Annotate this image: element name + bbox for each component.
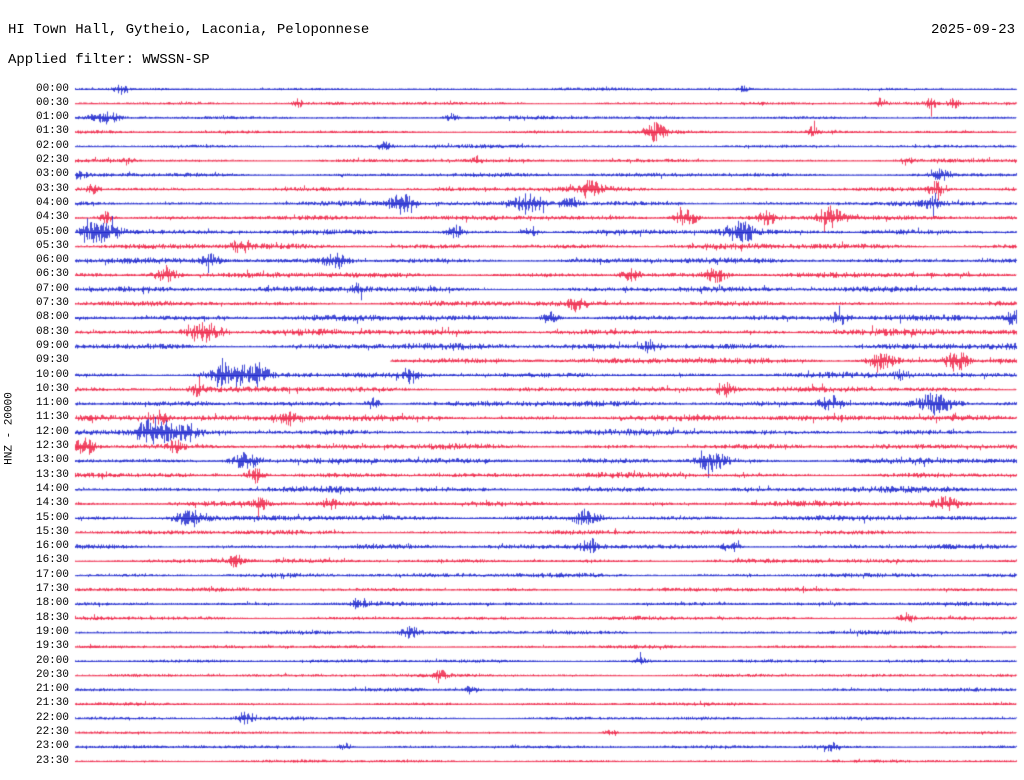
date-label: 2025-09-23 xyxy=(930,22,1015,38)
station-title: HI Town Hall, Gytheio, Laconia, Peloponn… xyxy=(8,22,370,38)
filter-label: Applied filter: WWSSN-SP xyxy=(8,52,210,68)
channel-scale-label: HNZ - 20000 xyxy=(3,392,16,465)
